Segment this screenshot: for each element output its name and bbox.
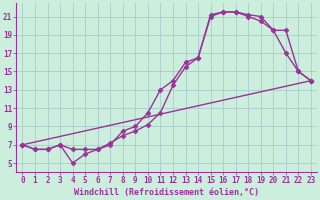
X-axis label: Windchill (Refroidissement éolien,°C): Windchill (Refroidissement éolien,°C) (74, 188, 259, 197)
